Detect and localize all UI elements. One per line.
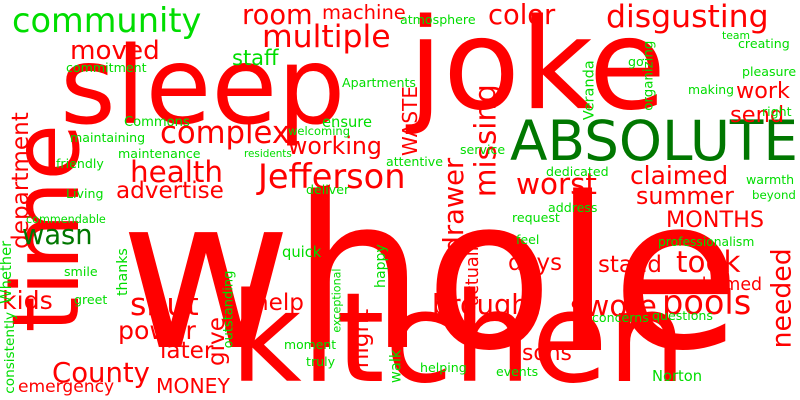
word: quick <box>282 244 322 261</box>
word: moment <box>284 336 337 352</box>
word: walk <box>387 349 405 383</box>
word: swore <box>570 289 657 323</box>
word: working <box>288 132 382 161</box>
word: dedicated <box>546 164 609 179</box>
word: greet <box>74 292 108 307</box>
word: power <box>118 316 196 345</box>
word: sleep <box>60 25 346 149</box>
word: night <box>347 308 374 368</box>
word: professionalism <box>658 235 755 249</box>
word: team <box>722 28 751 42</box>
word: needed <box>766 247 798 348</box>
word: Living <box>66 186 104 201</box>
word: commitment <box>66 60 147 75</box>
word: truly <box>306 354 336 369</box>
word: outstanding <box>221 270 237 348</box>
word: WASTE <box>397 86 422 156</box>
word: go <box>628 54 644 69</box>
word: emergency <box>18 377 115 398</box>
word: worst <box>516 167 597 201</box>
word: wasn <box>22 220 93 251</box>
word: Apartments <box>342 74 416 90</box>
word: residents <box>244 147 292 160</box>
word: kitchen <box>230 267 687 400</box>
word: welcoming <box>288 124 351 139</box>
word: maintaining <box>70 130 146 145</box>
word: attentive <box>386 154 443 169</box>
word: help <box>254 290 304 317</box>
word: ashamed <box>682 275 763 296</box>
word: brought <box>432 290 540 321</box>
word: events <box>496 364 539 379</box>
word: days <box>508 250 563 276</box>
word: Whether <box>0 240 15 304</box>
word: Commons <box>124 115 190 131</box>
word: atmosphere <box>400 12 476 27</box>
word: thanks <box>114 248 131 297</box>
word: summer <box>636 182 734 211</box>
word: later <box>160 338 214 364</box>
word: multiple <box>262 19 391 55</box>
word: MONEY <box>156 374 230 398</box>
word: Veranda <box>581 59 598 120</box>
word: helping <box>420 360 467 375</box>
word: joke <box>408 0 667 138</box>
word: MONTHS <box>666 206 765 233</box>
word: County <box>52 357 150 390</box>
word: staff <box>232 46 279 70</box>
word: making <box>688 82 734 97</box>
word: consistently <box>2 311 19 394</box>
word: deliver <box>306 182 350 197</box>
word: warmth <box>746 172 795 187</box>
word: Norton <box>652 368 703 385</box>
word: concerns <box>592 310 649 325</box>
word: request <box>512 210 560 225</box>
word: creating <box>738 36 790 51</box>
word: exceptional <box>330 267 344 333</box>
word: organizing <box>641 40 657 111</box>
word: right <box>762 104 792 119</box>
word: questions <box>652 308 713 323</box>
word: health <box>130 155 224 189</box>
word: send <box>730 102 785 128</box>
word: friendly <box>56 156 104 171</box>
word: disgusting <box>606 0 769 35</box>
word: pleasure <box>742 64 797 79</box>
word: pools <box>662 283 752 322</box>
word: smile <box>64 264 98 279</box>
word: ABSOLUTE <box>510 108 799 173</box>
word: address <box>548 200 598 215</box>
word: complex <box>160 115 291 151</box>
word: moved <box>70 35 160 66</box>
word: kids <box>2 286 53 315</box>
word: room <box>242 0 313 31</box>
word: service <box>460 142 506 157</box>
word: shut <box>130 287 199 323</box>
word: claimed <box>630 161 729 190</box>
word: beyond <box>752 188 796 203</box>
word: color <box>488 0 556 31</box>
word: missing <box>468 83 503 197</box>
word: ensure <box>322 114 373 131</box>
word: commendable <box>26 213 106 227</box>
word: took <box>676 245 741 279</box>
word: feel <box>516 232 540 247</box>
word: community <box>12 1 202 40</box>
word: advertise <box>116 178 224 204</box>
word: Jefferson <box>258 157 406 196</box>
word: stand <box>598 252 662 278</box>
word: happy <box>372 244 389 288</box>
word: work <box>736 78 790 104</box>
word: maintenance <box>118 146 201 161</box>
word: machine <box>322 1 406 25</box>
word: whole <box>120 152 741 397</box>
word: sons <box>522 341 572 367</box>
